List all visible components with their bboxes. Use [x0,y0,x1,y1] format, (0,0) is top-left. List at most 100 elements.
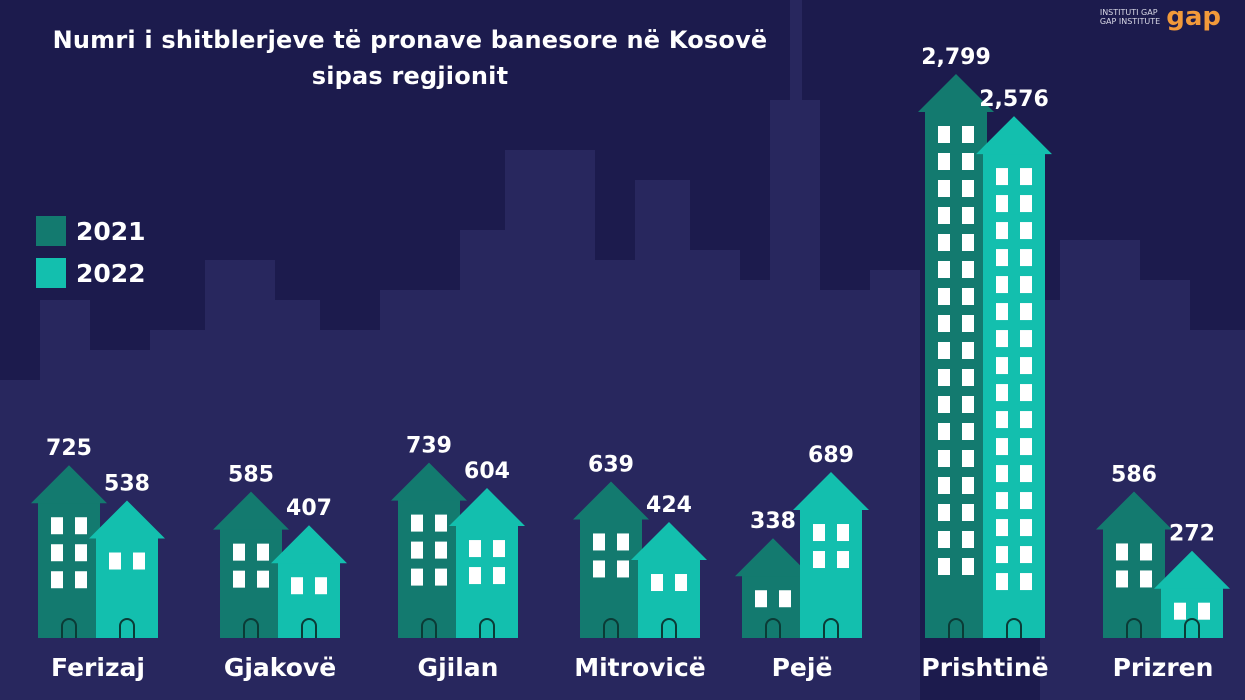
window-icon [1020,357,1032,375]
bar-roof-prizren-2021 [1096,491,1172,530]
bar-gjilan-2022 [456,524,518,638]
window-icon [1020,384,1032,402]
window-icon [938,261,950,278]
window-icon [1174,602,1186,620]
window-icon [51,544,63,562]
bar-roof-gjakovë-2022 [271,525,347,564]
data-label-prizren-2021: 586 [1111,462,1157,487]
window-icon [996,384,1008,402]
window-icon [962,342,974,359]
door-icon [765,618,781,638]
window-icon [996,222,1008,240]
bar-mitrovicë-2022 [638,558,700,638]
bar-roof-ferizaj-2022 [89,500,165,539]
window-icon [938,234,950,251]
data-label-pejë-2021: 338 [750,509,796,534]
window-icon [962,153,974,170]
window-icon [938,180,950,197]
window-icon [938,288,950,305]
window-icon [1020,249,1032,267]
window-icon [938,315,950,332]
window-icon [996,195,1008,213]
door-icon [243,618,259,638]
window-icon [813,524,825,542]
legend-item-2021: 2021 [36,216,146,246]
bar-gjakovë-2022 [278,561,340,638]
data-label-prizren-2022: 272 [1169,522,1215,547]
bar-roof-prizren-2022 [1154,550,1230,589]
door-icon [1126,618,1142,638]
door-icon [948,618,964,638]
window-icon [938,207,950,224]
window-icon [996,492,1008,510]
window-icon [962,369,974,386]
window-icon [51,517,63,535]
logo-mark: gap [1166,2,1221,32]
window-icon [1020,465,1032,483]
window-icon [315,577,327,595]
bar-roof-mitrovicë-2022 [631,522,707,561]
bar-pejë-2021 [742,574,804,638]
window-icon [996,276,1008,294]
category-label-pejë: Pejë [772,653,833,682]
bar-prizren-2021 [1103,527,1165,638]
legend-swatch-2022 [36,258,66,288]
logo-text: INSTITUTI GAP GAP INSTITUTE [1099,8,1161,26]
category-label-prishtinë: Prishtinë [921,653,1048,682]
window-icon [962,558,974,575]
door-icon [1006,618,1022,638]
window-icon [962,261,974,278]
bar-roof-ferizaj-2021 [31,465,107,504]
door-icon [421,618,437,638]
window-icon [938,153,950,170]
window-icon [411,514,423,532]
window-icon [938,450,950,467]
window-icon [411,568,423,586]
bar-roof-prishtinë-2022 [976,116,1052,155]
bar-roof-prishtinë-2021 [918,74,994,112]
window-icon [996,546,1008,564]
window-icon [962,504,974,521]
data-label-gjilan-2021: 739 [406,434,452,459]
category-label-ferizaj: Ferizaj [51,653,145,682]
window-icon [593,533,605,551]
data-label-ferizaj-2021: 725 [46,436,92,461]
door-icon [661,618,677,638]
skyline-building-3 [150,330,205,700]
window-icon [593,560,605,578]
window-icon [962,531,974,548]
skyline-building-21 [1190,330,1245,700]
window-icon [233,570,245,588]
category-label-gjilan: Gjilan [418,653,499,682]
window-icon [962,126,974,143]
window-icon [291,577,303,595]
chart-title: Numri i shitblerjeve të pronave banesore… [52,26,768,54]
window-icon [435,568,447,586]
window-icon [938,369,950,386]
window-icon [1140,543,1152,561]
bar-ferizaj-2021 [38,501,100,638]
window-icon [837,551,849,569]
window-icon [813,551,825,569]
window-icon [962,450,974,467]
window-icon [996,249,1008,267]
window-icon [233,543,245,561]
window-icon [493,567,505,585]
skyline-building-15 [790,0,802,120]
gap-institute-logo: INSTITUTI GAP GAP INSTITUTE gap [1100,2,1221,32]
data-label-prishtinë-2021: 2,799 [921,45,991,70]
window-icon [996,330,1008,348]
window-icon [1140,570,1152,588]
window-icon [996,411,1008,429]
window-icon [962,396,974,413]
legend-label-2021: 2021 [76,216,146,246]
window-icon [675,574,687,592]
window-icon [51,571,63,589]
window-icon [1020,438,1032,456]
window-icon [938,126,950,143]
window-icon [938,504,950,521]
window-icon [996,438,1008,456]
window-icon [493,540,505,558]
